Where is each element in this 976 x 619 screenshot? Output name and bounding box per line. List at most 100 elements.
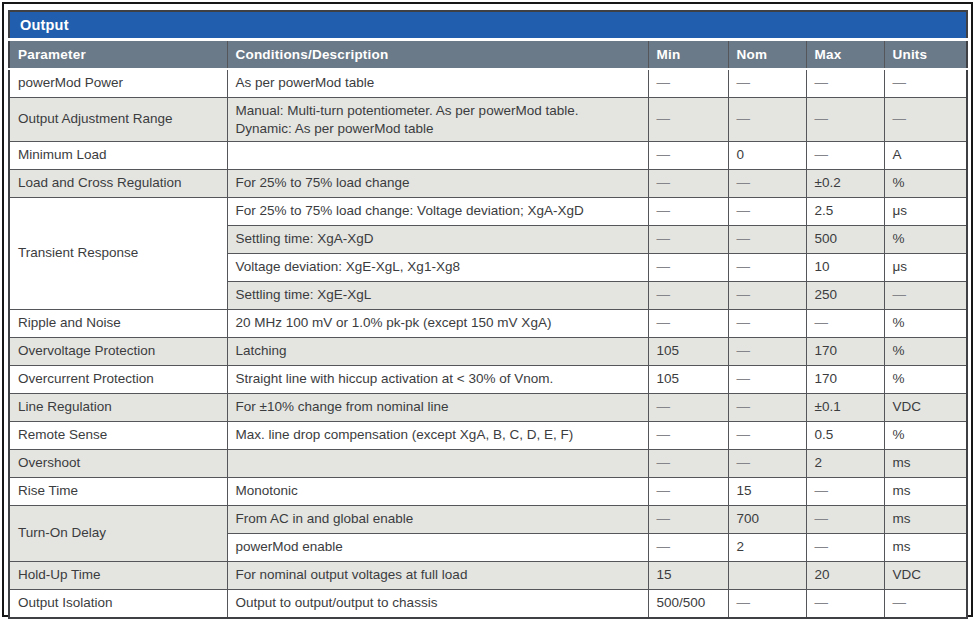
nom-cell: — bbox=[728, 366, 806, 394]
units-cell: ms bbox=[884, 450, 967, 478]
nom-cell: — bbox=[728, 98, 806, 142]
parameter-cell: Hold-Up Time bbox=[9, 562, 227, 590]
nom-cell: — bbox=[728, 338, 806, 366]
column-header-row: Parameter Conditions/Description Min Nom… bbox=[9, 40, 967, 70]
parameter-cell: Load and Cross Regulation bbox=[9, 170, 227, 198]
min-cell: — bbox=[648, 394, 728, 422]
max-cell: — bbox=[806, 310, 884, 338]
nom-cell: — bbox=[728, 590, 806, 619]
min-cell: — bbox=[648, 310, 728, 338]
min-cell: 15 bbox=[648, 562, 728, 590]
condition-cell: Output to output/output to chassis bbox=[227, 590, 648, 619]
units-cell: ms bbox=[884, 478, 967, 506]
parameter-cell: Line Regulation bbox=[9, 394, 227, 422]
units-cell: ms bbox=[884, 506, 967, 534]
units-cell: — bbox=[884, 98, 967, 142]
output-spec-table: Output Parameter Conditions/Description … bbox=[8, 10, 968, 619]
condition-cell: Manual: Multi-turn potentiometer. As per… bbox=[227, 98, 648, 142]
nom-cell: — bbox=[728, 450, 806, 478]
max-cell: — bbox=[806, 478, 884, 506]
table-row: Hold-Up Time For nominal output voltages… bbox=[9, 562, 967, 590]
max-cell: 2.5 bbox=[806, 198, 884, 226]
table-row: Load and Cross Regulation For 25% to 75%… bbox=[9, 170, 967, 198]
nom-cell: — bbox=[728, 254, 806, 282]
max-cell: — bbox=[806, 590, 884, 619]
col-header-units: Units bbox=[884, 40, 967, 70]
condition-cell: Settling time: XgA-XgD bbox=[227, 226, 648, 254]
col-header-max: Max bbox=[806, 40, 884, 70]
condition-cell: Voltage deviation: XgE-XgL, Xg1-Xg8 bbox=[227, 254, 648, 282]
table-row: Transient Response For 25% to 75% load c… bbox=[9, 198, 967, 226]
table-row: Overshoot — — 2 ms bbox=[9, 450, 967, 478]
parameter-cell: Ripple and Noise bbox=[9, 310, 227, 338]
units-cell: % bbox=[884, 226, 967, 254]
units-cell: % bbox=[884, 170, 967, 198]
table-row: Rise Time Monotonic — 15 — ms bbox=[9, 478, 967, 506]
table-row: Remote Sense Max. line drop compensation… bbox=[9, 422, 967, 450]
nom-cell: 0 bbox=[728, 142, 806, 170]
condition-line-2: Dynamic: As per powerMod table bbox=[236, 120, 640, 138]
min-cell: 105 bbox=[648, 338, 728, 366]
nom-cell: 15 bbox=[728, 478, 806, 506]
min-cell: — bbox=[648, 170, 728, 198]
condition-cell: Max. line drop compensation (except XgA,… bbox=[227, 422, 648, 450]
col-header-parameter: Parameter bbox=[9, 40, 227, 70]
col-header-min: Min bbox=[648, 40, 728, 70]
nom-cell: — bbox=[728, 422, 806, 450]
max-cell: 0.5 bbox=[806, 422, 884, 450]
condition-cell: For ±10% change from nominal line bbox=[227, 394, 648, 422]
table-row: Line Regulation For ±10% change from nom… bbox=[9, 394, 967, 422]
condition-cell: For 25% to 75% load change: Voltage devi… bbox=[227, 198, 648, 226]
condition-cell: 20 MHz 100 mV or 1.0% pk-pk (except 150 … bbox=[227, 310, 648, 338]
min-cell: — bbox=[648, 69, 728, 98]
parameter-cell: Overcurrent Protection bbox=[9, 366, 227, 394]
units-cell: % bbox=[884, 338, 967, 366]
condition-cell: For 25% to 75% load change bbox=[227, 170, 648, 198]
table-title-row: Output bbox=[9, 11, 967, 40]
table-row: powerMod Power As per powerMod table — —… bbox=[9, 69, 967, 98]
units-cell: % bbox=[884, 366, 967, 394]
units-cell: — bbox=[884, 69, 967, 98]
nom-cell: — bbox=[728, 226, 806, 254]
min-cell: — bbox=[648, 282, 728, 310]
max-cell: — bbox=[806, 69, 884, 98]
min-cell: — bbox=[648, 254, 728, 282]
parameter-cell: Turn-On Delay bbox=[9, 506, 227, 562]
table-row: Minimum Load — 0 — A bbox=[9, 142, 967, 170]
condition-cell: Settling time: XgE-XgL bbox=[227, 282, 648, 310]
min-cell: — bbox=[648, 142, 728, 170]
max-cell: — bbox=[806, 506, 884, 534]
units-cell: — bbox=[884, 282, 967, 310]
units-cell: ms bbox=[884, 534, 967, 562]
condition-cell: powerMod enable bbox=[227, 534, 648, 562]
nom-cell: — bbox=[728, 310, 806, 338]
condition-cell: As per powerMod table bbox=[227, 69, 648, 98]
parameter-cell: Output Adjustment Range bbox=[9, 98, 227, 142]
nom-cell: — bbox=[728, 394, 806, 422]
table-title: Output bbox=[9, 11, 967, 40]
max-cell: ±0.2 bbox=[806, 170, 884, 198]
parameter-cell: Overshoot bbox=[9, 450, 227, 478]
condition-cell bbox=[227, 142, 648, 170]
table-row: Overcurrent Protection Straight line wit… bbox=[9, 366, 967, 394]
min-cell: — bbox=[648, 198, 728, 226]
nom-cell: 2 bbox=[728, 534, 806, 562]
max-cell: 170 bbox=[806, 366, 884, 394]
condition-cell bbox=[227, 450, 648, 478]
max-cell: ±0.1 bbox=[806, 394, 884, 422]
max-cell: 20 bbox=[806, 562, 884, 590]
max-cell: 2 bbox=[806, 450, 884, 478]
units-cell: — bbox=[884, 590, 967, 619]
table-row: Turn-On Delay From AC in and global enab… bbox=[9, 506, 967, 534]
nom-cell: — bbox=[728, 69, 806, 98]
min-cell: 500/500 bbox=[648, 590, 728, 619]
parameter-cell: Overvoltage Protection bbox=[9, 338, 227, 366]
table-row: Ripple and Noise 20 MHz 100 mV or 1.0% p… bbox=[9, 310, 967, 338]
nom-cell: 700 bbox=[728, 506, 806, 534]
parameter-cell: Rise Time bbox=[9, 478, 227, 506]
units-cell: VDC bbox=[884, 562, 967, 590]
min-cell: — bbox=[648, 422, 728, 450]
nom-cell: — bbox=[728, 198, 806, 226]
condition-line-1: Manual: Multi-turn potentiometer. As per… bbox=[236, 102, 640, 120]
units-cell: μs bbox=[884, 254, 967, 282]
